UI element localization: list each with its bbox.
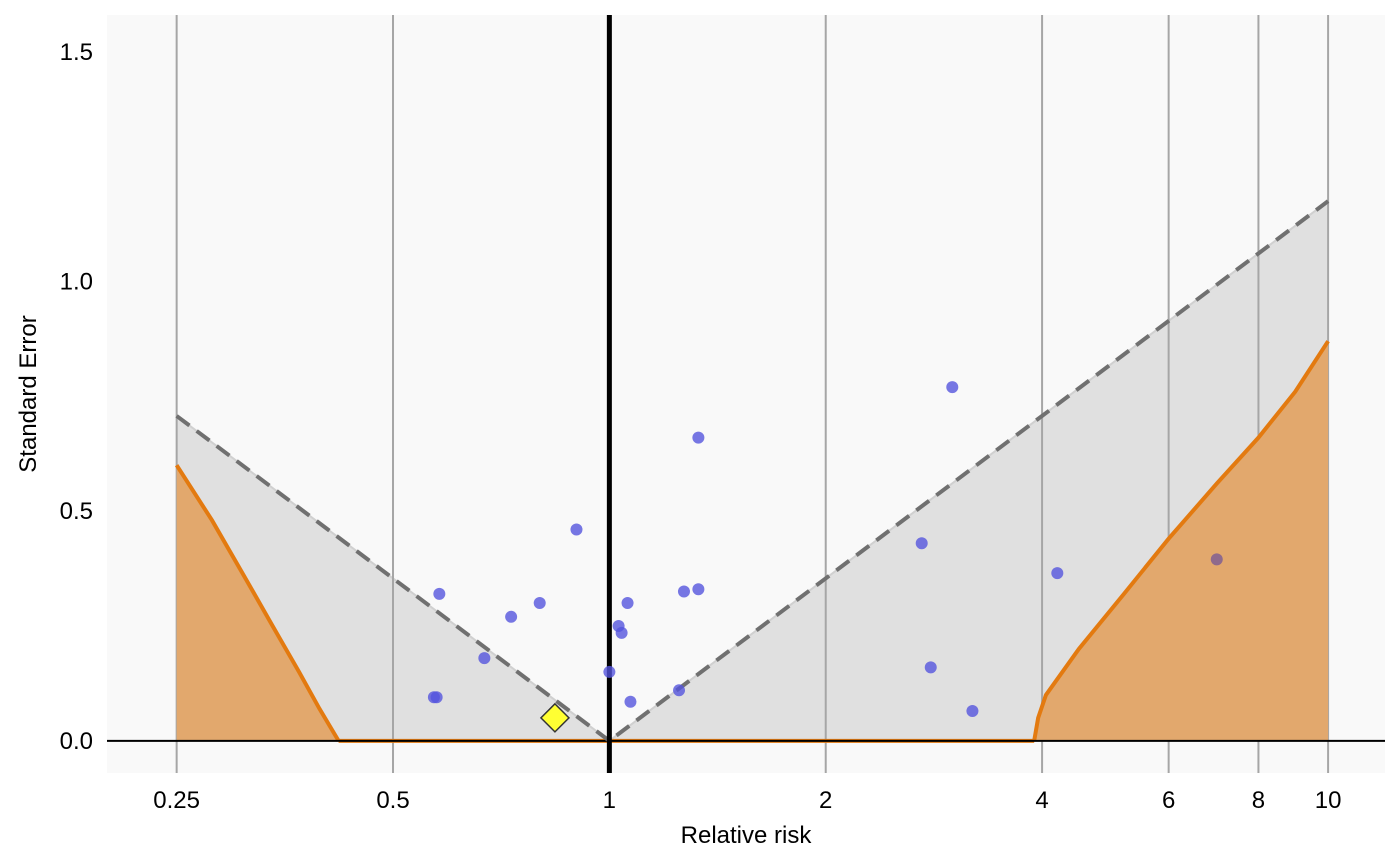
study-point [621, 597, 634, 610]
study-point [673, 684, 686, 697]
y-axis-title: Standard Error [15, 315, 42, 472]
y-axis-ticks: 0.0 0.5 1.0 1.5 [60, 39, 93, 755]
study-points [427, 381, 1223, 733]
x-tick-label: 0.25 [153, 787, 200, 814]
study-point [505, 610, 518, 623]
study-point [692, 431, 705, 444]
y-tick-label: 1.5 [60, 39, 93, 66]
reference-lines [107, 15, 1385, 773]
study-point [677, 585, 690, 598]
study-point [1210, 553, 1223, 566]
x-tick-label: 6 [1162, 787, 1175, 814]
x-tick-label: 0.5 [376, 787, 409, 814]
significance-right-curve [1032, 340, 1330, 742]
study-point [615, 626, 628, 639]
study-point [624, 695, 637, 708]
study-point [1051, 567, 1064, 580]
significance-right-area [1034, 341, 1329, 741]
y-tick-label: 0.0 [60, 728, 93, 755]
x-axis-title: Relative risk [681, 822, 813, 849]
study-point [478, 652, 491, 665]
funnel-dashed-boundary [175, 199, 1330, 744]
study-point [433, 587, 446, 600]
significance-left-curve [174, 464, 341, 742]
study-point [915, 537, 928, 550]
x-tick-label: 8 [1252, 787, 1265, 814]
study-point [692, 583, 705, 596]
x-tick-label: 2 [819, 787, 832, 814]
pooled-estimate-diamond [539, 702, 571, 733]
study-point [533, 597, 546, 610]
x-axis-ticks: 0.25 0.5 1 2 4 6 8 10 [153, 787, 1341, 814]
study-point [430, 691, 443, 704]
study-point [603, 665, 616, 678]
x-tick-label: 1 [603, 787, 616, 814]
study-point [924, 661, 937, 674]
x-tick-label: 10 [1315, 787, 1342, 814]
study-point [946, 381, 959, 394]
study-point [966, 704, 979, 717]
funnel-area [176, 201, 1329, 741]
y-tick-label: 1.0 [60, 268, 93, 295]
study-point [570, 523, 583, 536]
y-tick-label: 0.5 [60, 498, 93, 525]
x-tick-label: 4 [1035, 787, 1048, 814]
